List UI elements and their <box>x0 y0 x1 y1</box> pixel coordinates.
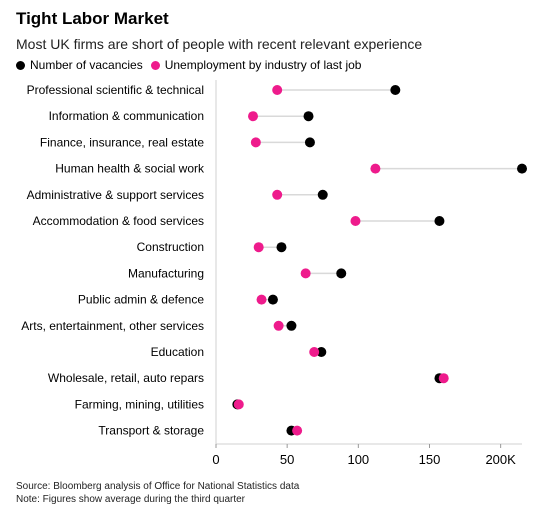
vacancies-dot <box>390 85 400 95</box>
category-label: Construction <box>137 240 204 254</box>
unemployment-dot <box>350 216 360 226</box>
vacancies-dot <box>318 190 328 200</box>
unemployment-dot <box>309 347 319 357</box>
category-label: Administrative & support services <box>27 188 204 202</box>
category-label: Manufacturing <box>128 266 204 280</box>
dot-plot: 0 50 100 150 200K Professional scientific & t… <box>0 0 547 480</box>
unemployment-dot <box>234 399 244 409</box>
unemployment-dot <box>248 111 258 121</box>
vacancies-dot <box>304 111 314 121</box>
category-label: Arts, entertainment, other services <box>21 319 204 333</box>
vacancies-dot <box>286 321 296 331</box>
category-label: Human health & social work <box>55 162 205 176</box>
unemployment-dot <box>272 85 282 95</box>
unemployment-dot <box>272 190 282 200</box>
unemployment-dot <box>292 426 302 436</box>
x-tick-label: 200K <box>485 452 516 467</box>
source-note: Source: Bloomberg analysis of Office for… <box>16 480 299 493</box>
category-label: Accommodation & food services <box>33 214 204 228</box>
category-label: Information & communication <box>49 109 204 123</box>
unemployment-dot <box>370 164 380 174</box>
unemployment-dot <box>301 268 311 278</box>
category-label: Farming, mining, utilities <box>75 397 204 411</box>
unemployment-dot <box>274 321 284 331</box>
x-tick-label: 50 <box>280 452 294 467</box>
unemployment-dot <box>257 295 267 305</box>
vacancies-dot <box>434 216 444 226</box>
category-label: Public admin & defence <box>78 293 204 307</box>
vacancies-dot <box>517 164 527 174</box>
category-label: Wholesale, retail, auto repars <box>48 371 204 385</box>
unemployment-dot <box>251 137 261 147</box>
vacancies-dot <box>268 295 278 305</box>
x-tick-label: 0 <box>212 452 219 467</box>
x-tick-label: 100 <box>347 452 369 467</box>
category-label: Finance, insurance, real estate <box>40 135 204 149</box>
x-tick-label: 150 <box>419 452 441 467</box>
footer: Source: Bloomberg analysis of Office for… <box>16 480 299 506</box>
category-label: Education <box>151 345 204 359</box>
vacancies-dot <box>305 137 315 147</box>
category-label: Transport & storage <box>98 424 204 438</box>
unemployment-dot <box>439 373 449 383</box>
vacancies-dot <box>276 242 286 252</box>
figures-note: Note: Figures show average during the th… <box>16 493 299 506</box>
unemployment-dot <box>254 242 264 252</box>
vacancies-dot <box>336 268 346 278</box>
category-label: Professional scientific & technical <box>27 83 204 97</box>
